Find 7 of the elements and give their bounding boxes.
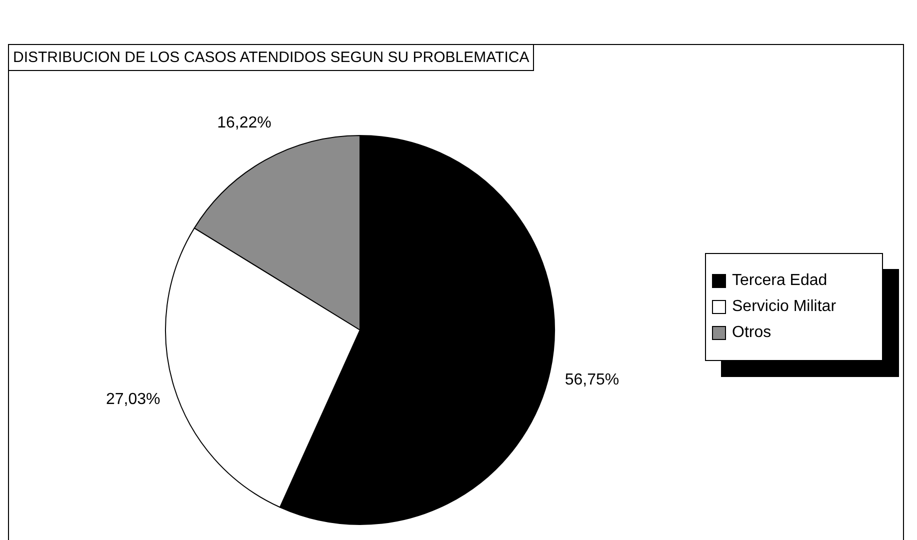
data-label: 16,22% xyxy=(217,114,272,132)
legend-label: Otros xyxy=(732,324,772,342)
data-label: 27,03% xyxy=(106,390,160,408)
chart-title: DISTRIBUCION DE LOS CASOS ATENDIDOS SEGUN SU PROBLEMATICA xyxy=(8,44,534,71)
data-label: 56,75% xyxy=(564,371,620,388)
legend-label: Tercera Edad xyxy=(732,272,828,290)
legend-label: Servicio Militar xyxy=(732,298,836,316)
